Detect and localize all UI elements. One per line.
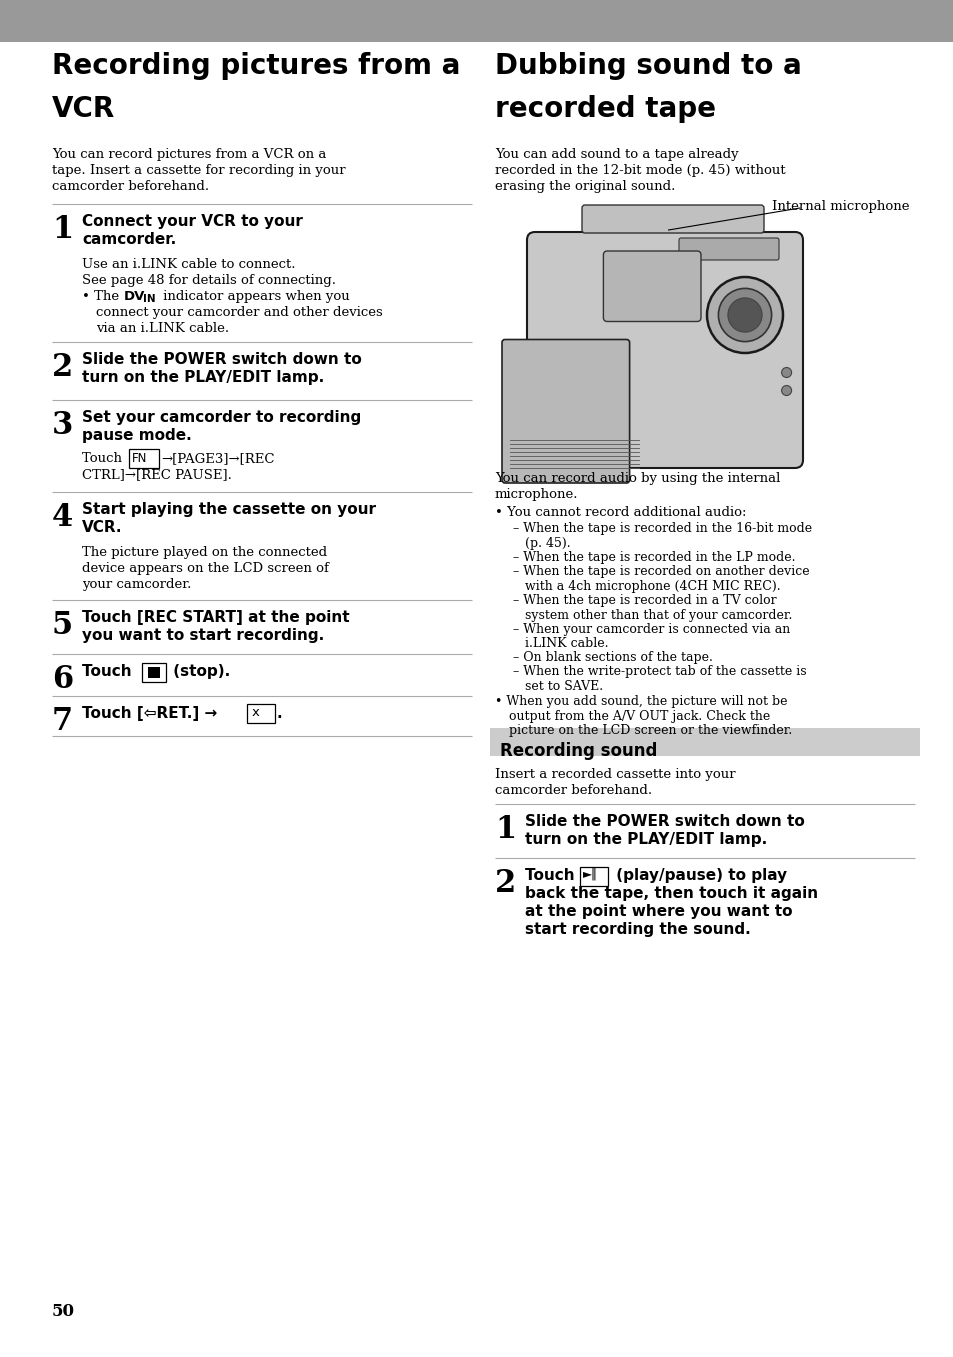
Text: You can record pictures from a VCR on a: You can record pictures from a VCR on a — [52, 148, 326, 161]
Text: 3: 3 — [52, 410, 73, 441]
Text: VCR.: VCR. — [82, 520, 122, 535]
Text: with a 4ch microphone (4CH MIC REC).: with a 4ch microphone (4CH MIC REC). — [524, 579, 780, 593]
Circle shape — [718, 289, 771, 342]
Text: recorded tape: recorded tape — [495, 95, 716, 123]
Text: – On blank sections of the tape.: – On blank sections of the tape. — [513, 651, 712, 664]
Text: x: x — [252, 706, 259, 719]
Text: You can add sound to a tape already: You can add sound to a tape already — [495, 148, 738, 161]
Text: The picture played on the connected: The picture played on the connected — [82, 546, 327, 559]
Text: Slide the POWER switch down to: Slide the POWER switch down to — [524, 814, 804, 829]
Text: .: . — [276, 706, 282, 721]
FancyBboxPatch shape — [581, 205, 763, 233]
Bar — [490, 727, 919, 756]
Text: tape. Insert a cassette for recording in your: tape. Insert a cassette for recording in… — [52, 164, 345, 176]
Text: Internal microphone: Internal microphone — [772, 199, 909, 213]
Text: microphone.: microphone. — [495, 489, 578, 501]
Text: Recording sound: Recording sound — [499, 742, 657, 760]
Text: turn on the PLAY/EDIT lamp.: turn on the PLAY/EDIT lamp. — [82, 370, 324, 385]
Text: ►‖: ►‖ — [582, 868, 598, 881]
Text: 1: 1 — [495, 814, 516, 845]
Text: Touch: Touch — [82, 452, 126, 465]
Text: 50: 50 — [52, 1303, 75, 1320]
Text: (p. 45).: (p. 45). — [524, 537, 570, 550]
FancyBboxPatch shape — [142, 664, 166, 683]
Text: 7: 7 — [52, 706, 73, 737]
Text: →[PAGE3]→[REC: →[PAGE3]→[REC — [161, 452, 274, 465]
FancyBboxPatch shape — [526, 232, 802, 468]
Circle shape — [727, 299, 761, 332]
Text: – When the tape is recorded on another device: – When the tape is recorded on another d… — [513, 565, 809, 578]
Text: • The: • The — [82, 290, 123, 303]
Text: turn on the PLAY/EDIT lamp.: turn on the PLAY/EDIT lamp. — [524, 832, 766, 847]
Text: erasing the original sound.: erasing the original sound. — [495, 180, 675, 193]
Text: 2: 2 — [495, 868, 516, 898]
Text: – When your camcorder is connected via an: – When your camcorder is connected via a… — [513, 623, 789, 636]
Text: Touch [REC START] at the point: Touch [REC START] at the point — [82, 611, 349, 626]
Text: camcorder.: camcorder. — [82, 232, 176, 247]
Text: – When the write-protect tab of the cassette is: – When the write-protect tab of the cass… — [513, 665, 806, 678]
Text: start recording the sound.: start recording the sound. — [524, 921, 750, 936]
Text: camcorder beforehand.: camcorder beforehand. — [52, 180, 209, 193]
Text: 2: 2 — [52, 351, 73, 383]
Text: IN: IN — [143, 294, 155, 304]
Text: Touch: Touch — [82, 664, 136, 678]
Text: VCR: VCR — [52, 95, 115, 123]
Text: 1: 1 — [52, 214, 73, 246]
Text: Slide the POWER switch down to: Slide the POWER switch down to — [82, 351, 361, 366]
Text: via an i.LINK cable.: via an i.LINK cable. — [96, 322, 229, 335]
Text: connect your camcorder and other devices: connect your camcorder and other devices — [96, 305, 382, 319]
Text: device appears on the LCD screen of: device appears on the LCD screen of — [82, 562, 329, 575]
Text: See page 48 for details of connecting.: See page 48 for details of connecting. — [82, 274, 335, 286]
Text: at the point where you want to: at the point where you want to — [524, 904, 792, 919]
Text: CTRL]→[REC PAUSE].: CTRL]→[REC PAUSE]. — [82, 468, 232, 480]
Text: DV: DV — [124, 290, 145, 303]
Text: – When the tape is recorded in the LP mode.: – When the tape is recorded in the LP mo… — [513, 551, 795, 565]
Text: Insert a recorded cassette into your: Insert a recorded cassette into your — [495, 768, 735, 782]
Circle shape — [781, 385, 791, 395]
Text: picture on the LCD screen or the viewfinder.: picture on the LCD screen or the viewfin… — [509, 725, 791, 737]
Text: your camcorder.: your camcorder. — [82, 578, 192, 592]
Text: set to SAVE.: set to SAVE. — [524, 680, 602, 693]
Text: 6: 6 — [52, 664, 73, 695]
Text: Set your camcorder to recording: Set your camcorder to recording — [82, 410, 361, 425]
Text: recorded in the 12-bit mode (p. 45) without: recorded in the 12-bit mode (p. 45) with… — [495, 164, 785, 176]
FancyBboxPatch shape — [602, 251, 700, 322]
Text: output from the A/V OUT jack. Check the: output from the A/V OUT jack. Check the — [509, 710, 769, 723]
Text: 4: 4 — [52, 502, 73, 533]
Text: Start playing the cassette on your: Start playing the cassette on your — [82, 502, 375, 517]
Text: Recording pictures from a: Recording pictures from a — [52, 52, 460, 80]
Text: (play/pause) to play: (play/pause) to play — [610, 868, 786, 883]
Text: • When you add sound, the picture will not be: • When you add sound, the picture will n… — [495, 695, 786, 708]
Bar — [148, 668, 160, 678]
Text: system other than that of your camcorder.: system other than that of your camcorder… — [524, 609, 792, 622]
Text: Touch [⇦RET.] →: Touch [⇦RET.] → — [82, 706, 222, 721]
Text: indicator appears when you: indicator appears when you — [159, 290, 350, 303]
FancyBboxPatch shape — [579, 867, 607, 886]
Text: • You cannot record additional audio:: • You cannot record additional audio: — [495, 506, 745, 518]
Text: back the tape, then touch it again: back the tape, then touch it again — [524, 886, 818, 901]
Text: – When the tape is recorded in the 16-bit mode: – When the tape is recorded in the 16-bi… — [513, 522, 811, 535]
Text: – When the tape is recorded in a TV color: – When the tape is recorded in a TV colo… — [513, 594, 776, 607]
Text: pause mode.: pause mode. — [82, 427, 192, 442]
Text: Dubbing sound to a: Dubbing sound to a — [495, 52, 801, 80]
Text: i.LINK cable.: i.LINK cable. — [524, 636, 608, 650]
Text: (stop).: (stop). — [168, 664, 230, 678]
Text: Connect your VCR to your: Connect your VCR to your — [82, 214, 302, 229]
FancyBboxPatch shape — [501, 339, 629, 483]
Circle shape — [781, 368, 791, 377]
Circle shape — [706, 277, 782, 353]
FancyBboxPatch shape — [129, 449, 159, 468]
Text: Use an i.LINK cable to connect.: Use an i.LINK cable to connect. — [82, 258, 295, 271]
Text: 5: 5 — [52, 611, 73, 641]
FancyBboxPatch shape — [679, 237, 779, 261]
FancyBboxPatch shape — [247, 704, 274, 723]
Text: Touch: Touch — [524, 868, 579, 883]
Bar — [0, 0, 953, 42]
Text: FN: FN — [132, 452, 147, 465]
Text: you want to start recording.: you want to start recording. — [82, 628, 324, 643]
Text: camcorder beforehand.: camcorder beforehand. — [495, 784, 652, 797]
Text: You can record audio by using the internal: You can record audio by using the intern… — [495, 472, 780, 484]
